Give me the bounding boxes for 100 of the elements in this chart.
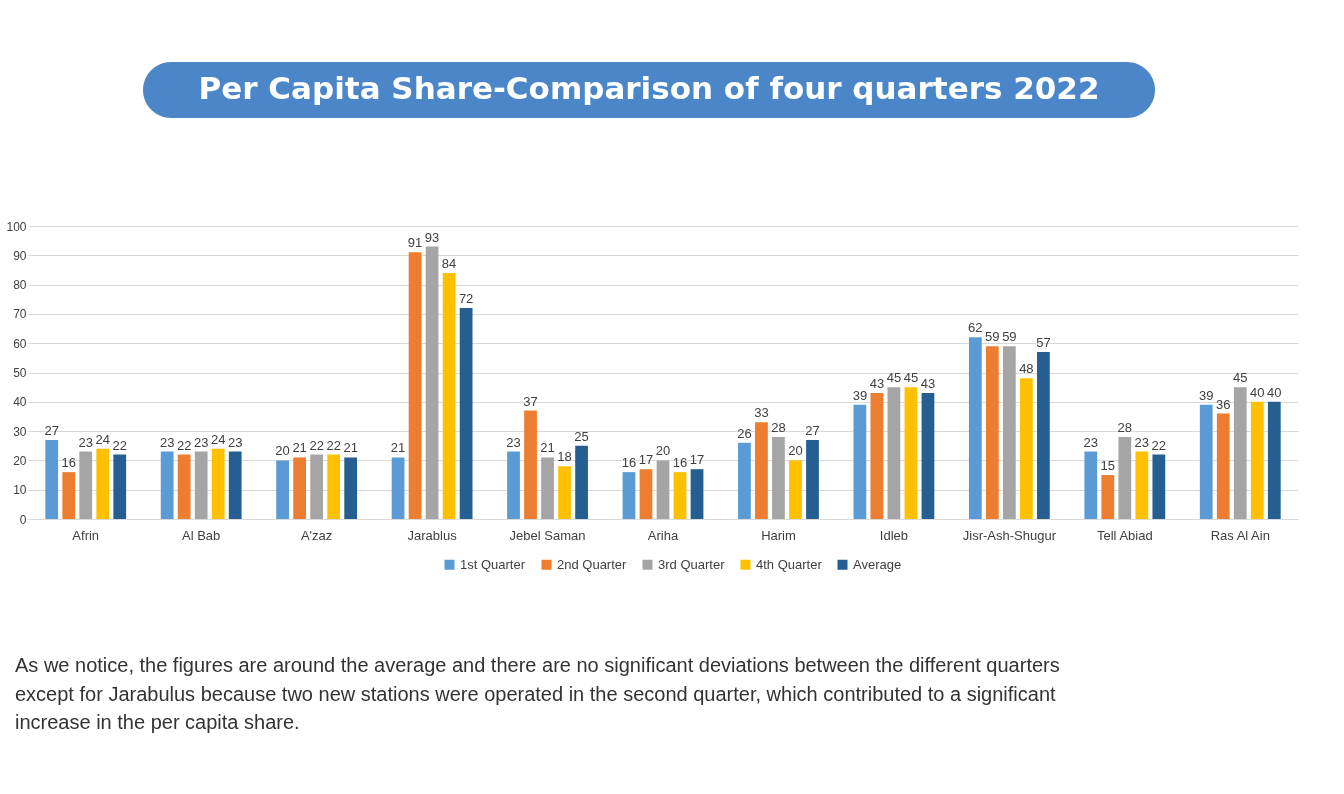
bar [1118,436,1132,519]
bar [622,472,636,519]
data-label: 57 [1036,334,1051,350]
bar [904,387,918,519]
data-label: 23 [78,434,93,450]
bar [921,393,935,519]
bar [985,346,999,519]
data-label: 39 [1199,387,1214,403]
data-label: 22 [1151,437,1167,453]
data-label: 93 [424,229,440,245]
bar [656,460,670,519]
bar [524,410,537,519]
data-label: 17 [638,452,654,468]
text: As we notice, the figures are around the average and there are no significant deviations between the different quarters except for Jarabulus because two new stations were operated in the second quarter, which contributed to a significant increase in the per capita share. [15,654,1060,733]
x-tick-label: Jarablus [407,527,458,543]
data-label: 16 [61,455,76,471]
data-label: 24 [210,431,226,447]
bar [673,472,687,519]
bar [62,472,76,519]
bar [1199,404,1213,519]
data-label: 28 [771,419,786,435]
bar [789,460,802,519]
x-tick-label: Ras Al Ain [1210,527,1270,543]
bar [507,451,520,519]
legend-label: 2nd Quarter [557,556,628,572]
bar [276,460,289,519]
data-label: 37 [523,393,538,409]
data-label: 26 [737,425,752,441]
data-label: 36 [1216,396,1231,412]
bar [459,308,473,519]
data-label: 33 [754,405,769,421]
bar [79,451,93,519]
data-label: 23 [506,434,521,450]
data-label: 43 [869,376,885,392]
bar [194,451,208,519]
bar [1250,401,1264,519]
x-tick-label: Ariha [647,527,679,543]
data-label: 84 [441,255,457,271]
bar [45,439,59,519]
y-tick-label: 0 [19,512,27,527]
data-label: 16 [621,455,637,471]
bar [806,439,819,519]
bar [344,457,358,519]
data-label: 21 [390,440,406,456]
y-tick-label: 80 [13,278,27,293]
data-label: 40 [1267,384,1282,400]
x-tick-label: Jebel Saman [509,527,586,543]
bar [113,454,127,519]
data-label: 22 [112,437,127,453]
x-tick-label: Jisr-Ash-Shugur [962,527,1057,543]
bar [425,246,439,519]
data-label: 59 [985,329,1000,345]
y-tick-label: 100 [6,219,27,234]
bar [1233,387,1247,519]
bar [575,445,588,519]
legend-label: Average [853,556,902,572]
bar [228,451,242,519]
data-label: 45 [903,370,919,386]
data-label: 21 [292,440,307,456]
bar [1101,475,1115,519]
bar [211,448,225,519]
x-tick-label: Al Bab [182,527,221,543]
legend-label: 4th Quarter [756,556,823,572]
data-label: 15 [1100,458,1116,474]
data-label: 18 [557,449,572,465]
data-label: 23 [159,434,175,450]
bar [310,454,324,519]
bar [887,387,901,519]
bar [639,469,653,519]
x-tick-label: Tell Abiad [1096,527,1153,543]
bar [96,448,110,519]
y-tick-label: 70 [13,307,27,322]
x-tick-label: Idleb [879,527,909,543]
bar [293,457,306,519]
bar [327,454,341,519]
y-tick-label: 60 [13,336,27,351]
bar [391,457,405,519]
data-label: 21 [540,440,555,456]
bar [1216,413,1230,519]
x-tick-label: Harim [761,527,796,543]
data-label: 16 [672,455,688,471]
bar [177,454,191,519]
data-label: 59 [1002,329,1017,345]
data-label: 23 [1134,434,1150,450]
y-tick-label: 20 [13,453,27,468]
data-label: 20 [655,443,671,459]
data-label: 17 [689,452,705,468]
y-tick-label: 90 [13,248,27,263]
data-label: 27 [44,422,59,438]
data-label: 43 [920,376,936,392]
y-tick-label: 50 [13,366,27,380]
data-label: 25 [574,428,589,444]
data-label: 45 [886,370,902,386]
data-label: 22 [309,437,324,453]
bar [160,451,174,519]
bar [738,442,751,519]
y-tick-label: 10 [13,483,27,498]
data-label: 22 [326,437,341,453]
bar [1037,351,1050,519]
data-label: 20 [788,443,803,459]
